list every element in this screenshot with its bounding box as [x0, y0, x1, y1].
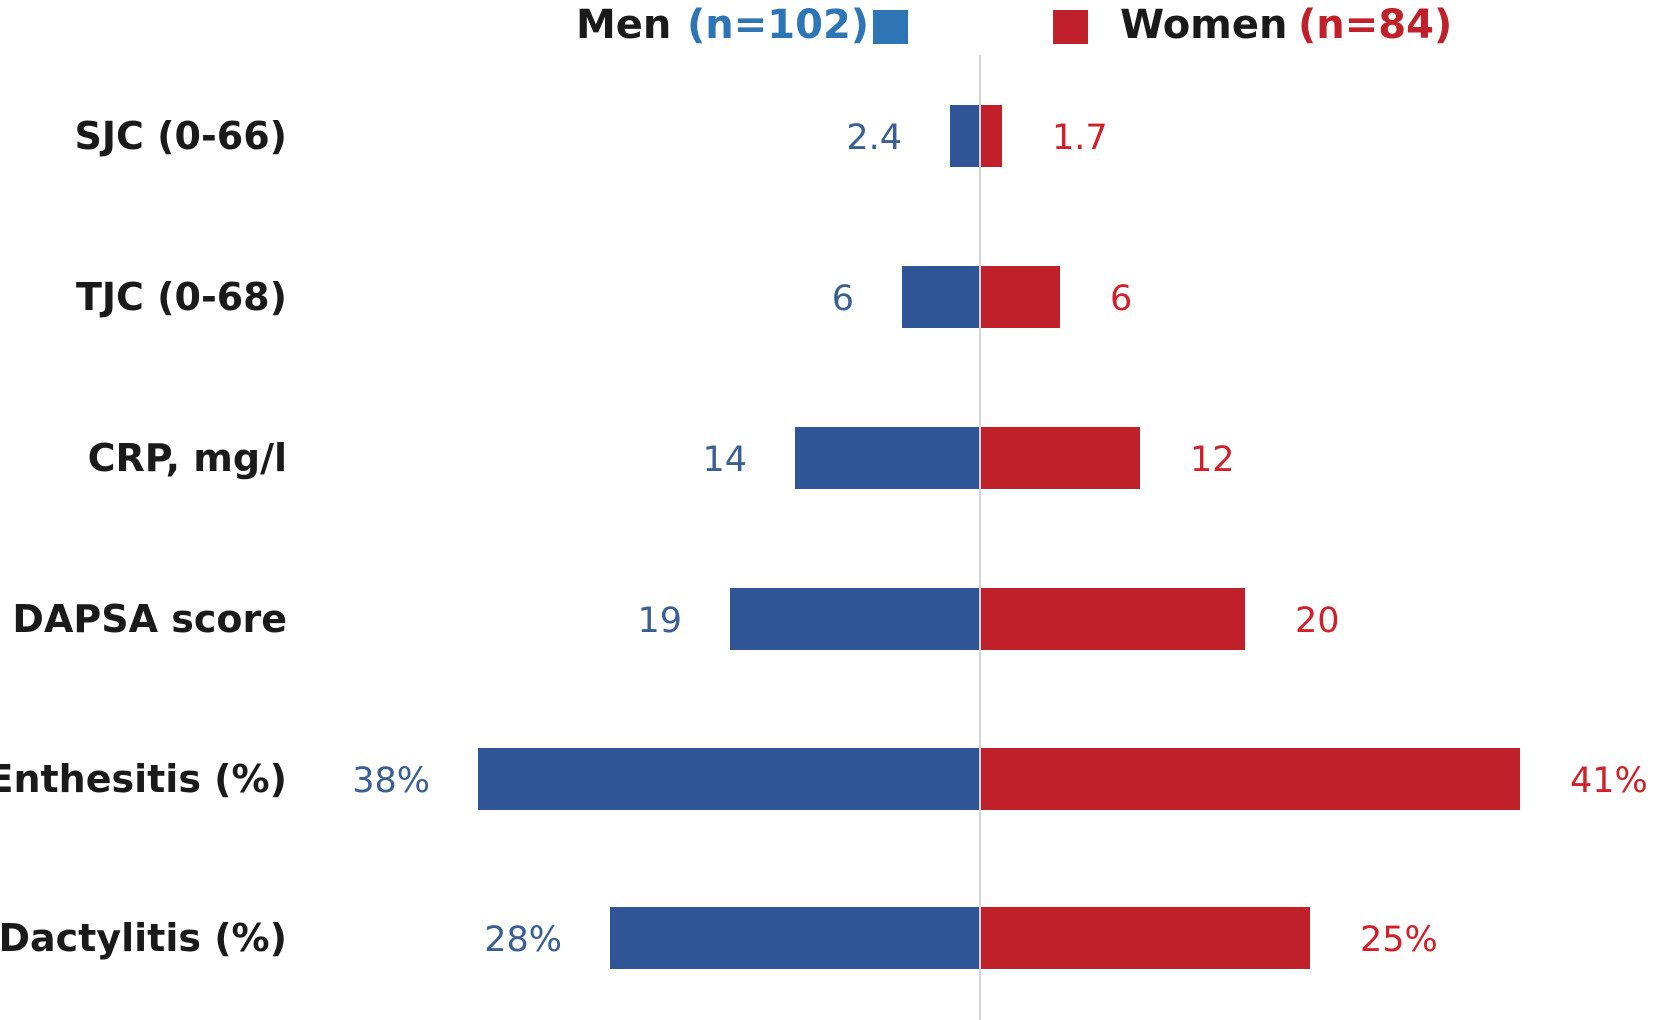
category-label-enthesitis: Enthesitis (%) [0, 757, 287, 801]
category-label-crp-mg-l: CRP, mg/l [88, 436, 287, 480]
bar-men-sjc-0-66 [950, 105, 980, 167]
category-label-sjc-0-66: SJC (0-66) [75, 114, 287, 158]
value-label-men-crp-mg-l: 14 [702, 440, 747, 480]
value-label-women-tjc-0-68: 6 [1110, 279, 1132, 319]
bar-women-dactylitis [980, 907, 1310, 969]
category-label-dapsa-score: DAPSA score [12, 597, 287, 641]
bars [478, 105, 1520, 969]
bar-men-crp-mg-l [795, 427, 980, 489]
bar-women-enthesitis [980, 748, 1520, 810]
bar-women-crp-mg-l [980, 427, 1140, 489]
bar-women-tjc-0-68 [980, 266, 1060, 328]
legend-men-name: Men [576, 2, 671, 48]
legend-women-count: (n=84) [1298, 2, 1452, 48]
bar-men-dactylitis [610, 907, 980, 969]
legend: Men (n=102) Women (n=84) [576, 2, 1452, 48]
value-label-men-enthesitis: 38% [352, 761, 430, 801]
bar-men-enthesitis [478, 748, 980, 810]
legend-men-swatch [873, 10, 908, 44]
bar-women-sjc-0-66 [980, 105, 1002, 167]
legend-women-swatch [1053, 10, 1088, 44]
bar-women-dapsa-score [980, 588, 1245, 650]
bar-men-dapsa-score [730, 588, 980, 650]
value-label-men-dactylitis: 28% [484, 920, 562, 960]
value-label-men-tjc-0-68: 6 [832, 279, 854, 319]
value-labels: 2.4 1.7 6 6 14 12 19 20 38% 41% 28% 25% [352, 118, 1648, 960]
value-label-men-sjc-0-66: 2.4 [846, 118, 902, 158]
legend-women-name: Women [1120, 2, 1287, 48]
value-label-women-crp-mg-l: 12 [1190, 440, 1235, 480]
value-label-women-sjc-0-66: 1.7 [1052, 118, 1108, 158]
value-label-women-dactylitis: 25% [1360, 920, 1438, 960]
category-label-tjc-0-68: TJC (0-68) [76, 275, 287, 319]
value-label-women-enthesitis: 41% [1570, 761, 1648, 801]
legend-men-count: (n=102) [687, 2, 869, 48]
category-labels: SJC (0-66) TJC (0-68) CRP, mg/l DAPSA score… [0, 114, 287, 960]
value-label-men-dapsa-score: 19 [637, 601, 682, 641]
bar-men-tjc-0-68 [902, 266, 980, 328]
category-label-dactylitis: Dactylitis (%) [0, 916, 287, 960]
value-label-women-dapsa-score: 20 [1295, 601, 1340, 641]
